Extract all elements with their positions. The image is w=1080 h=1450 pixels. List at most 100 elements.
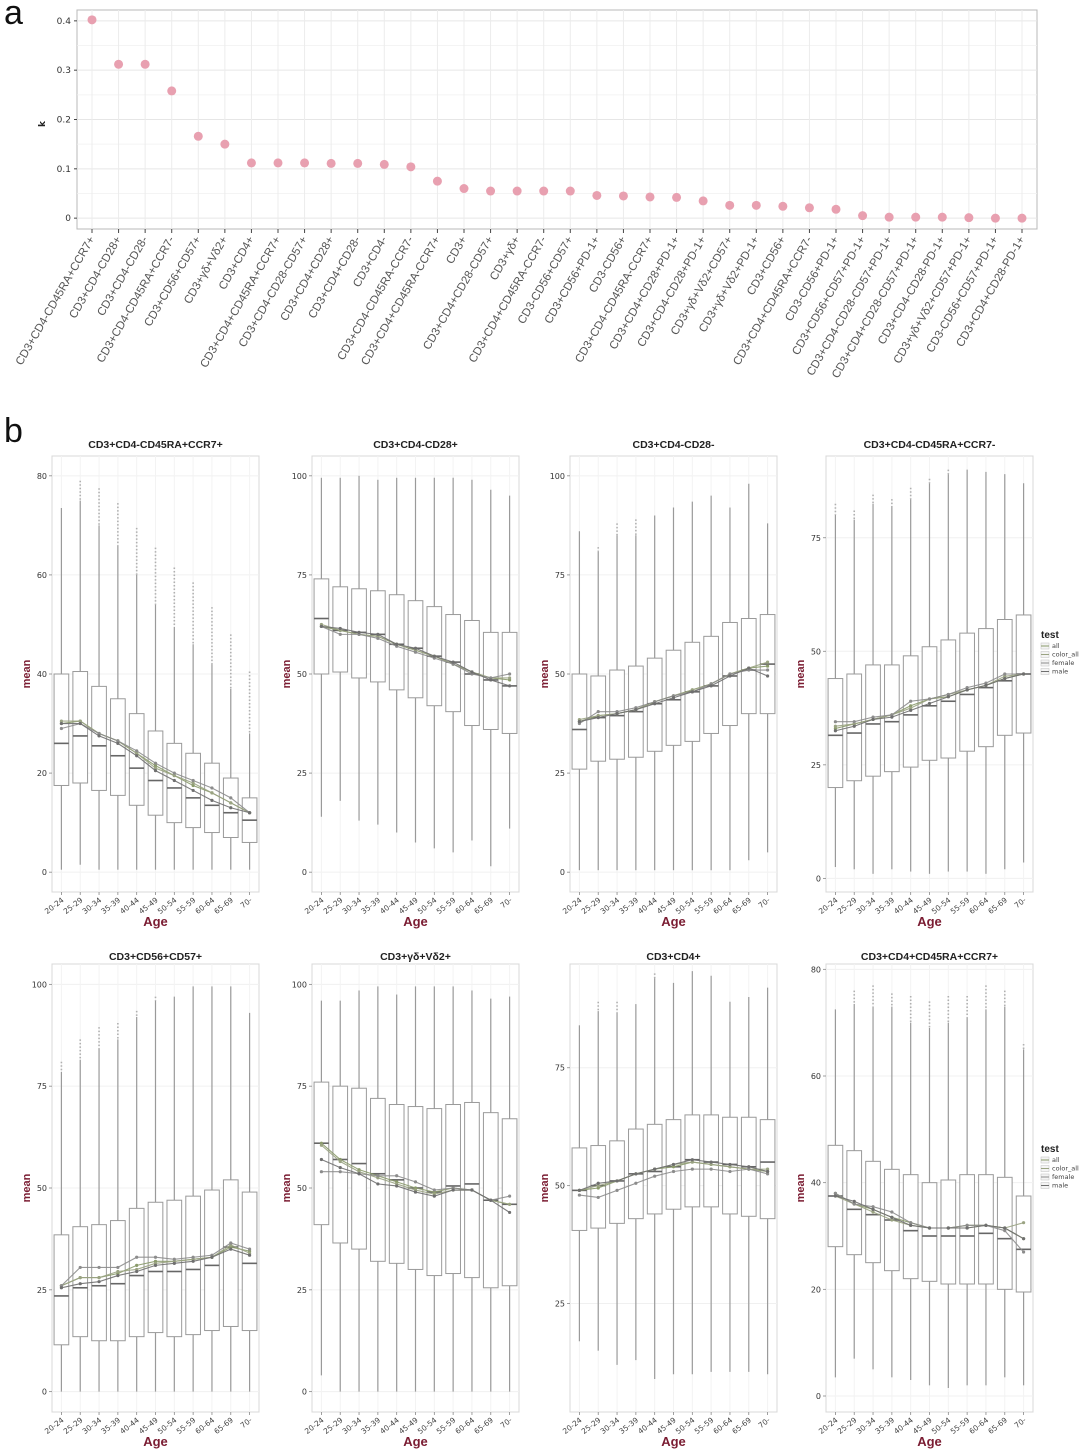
series-point-male bbox=[833, 1194, 838, 1198]
y-tick-label: 0.1 bbox=[57, 165, 71, 175]
box bbox=[388, 594, 405, 691]
y-tick-label: 75 bbox=[37, 1082, 47, 1091]
series-point-male bbox=[984, 1223, 988, 1227]
series-point-male bbox=[1021, 1237, 1026, 1241]
series-point-male bbox=[965, 1226, 969, 1230]
series-point-male bbox=[451, 660, 455, 664]
series-point-male bbox=[747, 666, 751, 670]
series-point-male bbox=[135, 754, 139, 758]
y-tick-label: 50 bbox=[811, 647, 821, 656]
series-point-male bbox=[946, 1226, 950, 1230]
series-point-male bbox=[470, 670, 474, 674]
box bbox=[72, 1226, 89, 1338]
data-point bbox=[87, 15, 97, 25]
facet-title: CD3+CD4+CD45RA+CCR7+ bbox=[861, 951, 998, 963]
series-point-male bbox=[97, 1280, 101, 1284]
series-point-all bbox=[153, 764, 158, 768]
series-point-color-all bbox=[135, 751, 139, 755]
x-tick-label: 30-34 bbox=[341, 895, 364, 916]
box bbox=[501, 631, 518, 734]
x-tick-label: 65-69 bbox=[472, 895, 495, 916]
x-category-label: CD3+ bbox=[444, 234, 469, 266]
box bbox=[996, 1176, 1013, 1290]
facet-title: CD3+CD4-CD45RA+CCR7- bbox=[864, 439, 996, 451]
y-axis-title: mean bbox=[795, 659, 807, 688]
series-point-male bbox=[690, 690, 694, 694]
series-point-color-all bbox=[765, 1167, 770, 1171]
series-point-color-all bbox=[338, 1159, 342, 1164]
x-tick-label: 30-34 bbox=[599, 1415, 622, 1436]
box bbox=[222, 1179, 239, 1327]
series-point-female bbox=[210, 786, 214, 790]
data-point bbox=[698, 196, 708, 206]
series-point-male bbox=[871, 1207, 875, 1211]
y-tick-label: 80 bbox=[811, 965, 821, 974]
series-point-male bbox=[116, 1273, 120, 1278]
series-point-male bbox=[507, 1210, 512, 1215]
x-tick-label: 60-64 bbox=[193, 895, 216, 916]
series-point-male bbox=[671, 696, 676, 700]
series-point-female bbox=[395, 1174, 399, 1178]
series-point-female bbox=[97, 1265, 101, 1270]
series-point-color-all bbox=[319, 1143, 324, 1147]
series-point-female bbox=[765, 668, 770, 672]
x-tick-label: 60-64 bbox=[453, 1415, 476, 1436]
box bbox=[204, 1189, 220, 1332]
series-point-male bbox=[191, 1259, 195, 1263]
x-tick-label: 70- bbox=[239, 895, 254, 910]
series-point-color-all bbox=[890, 1218, 894, 1222]
x-tick-label: 25-29 bbox=[580, 895, 603, 916]
x-tick-label: 70- bbox=[499, 1415, 514, 1430]
x-tick-label: 40-44 bbox=[118, 1415, 141, 1436]
data-point bbox=[273, 158, 283, 168]
series-point-all bbox=[765, 664, 770, 668]
x-tick-label: 20-24 bbox=[43, 1415, 66, 1436]
y-tick-label: 100 bbox=[292, 980, 307, 989]
x-tick-label: 45-49 bbox=[911, 895, 934, 916]
x-tick-label: 35-39 bbox=[99, 895, 122, 916]
x-tick-label: 45-49 bbox=[397, 1415, 420, 1436]
series-point-male bbox=[833, 729, 838, 733]
y-tick-label: 100 bbox=[550, 472, 565, 481]
x-axis-title: Age bbox=[143, 914, 168, 929]
x-tick-label: 55-59 bbox=[175, 895, 198, 916]
series-point-male bbox=[210, 798, 214, 802]
series-point-male bbox=[59, 1286, 64, 1290]
series-point-male bbox=[890, 715, 894, 719]
facet-title: CD3+CD56+CD57+ bbox=[109, 951, 202, 963]
series-point-female bbox=[909, 1221, 913, 1225]
y-tick-label: 40 bbox=[37, 670, 47, 679]
series-point-all bbox=[135, 1263, 139, 1267]
series-point-male bbox=[709, 684, 713, 688]
series-point-female bbox=[871, 715, 875, 719]
series-point-color-all bbox=[153, 766, 158, 770]
box bbox=[978, 1174, 994, 1285]
series-point-male bbox=[596, 716, 600, 720]
x-tick-label: 40-44 bbox=[892, 1415, 915, 1436]
series-point-female bbox=[229, 1241, 233, 1245]
y-axis-title: mean bbox=[21, 659, 33, 688]
data-point bbox=[326, 158, 336, 168]
y-tick-label: 0 bbox=[42, 1388, 47, 1397]
y-tick-label: 60 bbox=[811, 1072, 821, 1081]
x-tick-label: 65-69 bbox=[986, 1415, 1009, 1436]
data-point bbox=[300, 158, 310, 168]
data-point bbox=[911, 212, 921, 222]
series-point-male bbox=[1021, 672, 1026, 676]
panel-a-scatter-chart: 00.10.20.30.4kCD3+CD4-CD45RA+CCR7+CD3+CD… bbox=[14, 9, 1038, 381]
series-point-female bbox=[376, 1174, 380, 1178]
facet-title: CD3+γδ+Vδ2+ bbox=[380, 951, 451, 963]
series-point-male bbox=[376, 1182, 380, 1186]
x-tick-label: 50-54 bbox=[674, 895, 697, 916]
y-tick-label: 0 bbox=[302, 1388, 307, 1397]
series-point-female bbox=[172, 1257, 176, 1261]
legend-entry: male bbox=[1052, 668, 1068, 676]
box bbox=[147, 730, 164, 816]
series-point-male bbox=[153, 769, 158, 773]
x-tick-label: 70- bbox=[757, 1415, 772, 1430]
series-point-female bbox=[59, 726, 64, 731]
series-point-male bbox=[909, 708, 913, 712]
x-tick-label: 25-29 bbox=[580, 1415, 603, 1436]
